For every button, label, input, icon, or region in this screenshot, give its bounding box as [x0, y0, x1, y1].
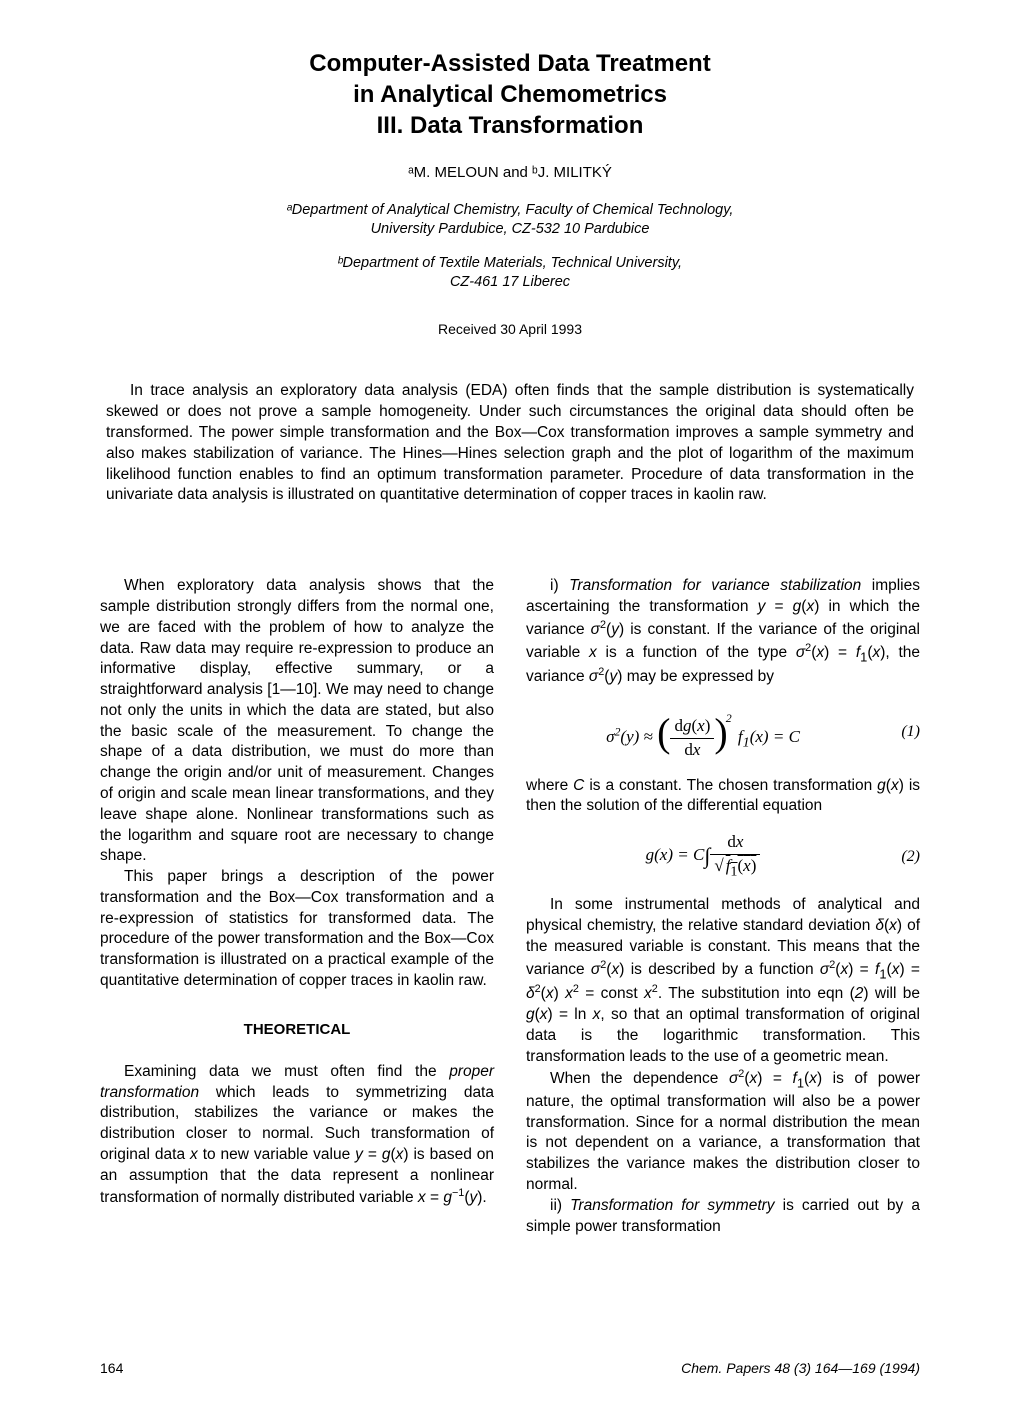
page-footer: 164 Chem. Papers 48 (3) 164—169 (1994)	[100, 1360, 920, 1376]
received-date: Received 30 April 1993	[100, 321, 920, 337]
dependence-para: When the dependence σ2(x) = f1(x) is of …	[526, 1067, 920, 1195]
instrumental-para: In some instrumental methods of analytic…	[526, 895, 920, 1067]
abstract-paragraph: In trace analysis an exploratory data an…	[106, 381, 914, 507]
symmetry-para: ii) Transformation for symmetry is carri…	[526, 1196, 920, 1238]
title-line-2: in Analytical Chemometrics	[353, 81, 667, 108]
right-column: i) Transformation for variance stabiliza…	[526, 576, 920, 1237]
journal-citation: Chem. Papers 48 (3) 164—169 (1994)	[681, 1360, 920, 1376]
affil-a-line-2: University Pardubice, CZ-532 10 Pardubic…	[371, 221, 650, 237]
equation-2: g(x) = C∫dx√f1(x) (2)	[526, 831, 920, 881]
equation-1-number: (1)	[880, 721, 920, 742]
theoretical-para-1: Examining data we must often find the pr…	[100, 1062, 494, 1210]
variance-para-2: where C is a constant. The chosen transf…	[526, 776, 920, 818]
affil-b-line-1: ᵇDepartment of Textile Materials, Techni…	[338, 255, 682, 271]
section-heading-theoretical: THEORETICAL	[100, 1020, 494, 1040]
affiliation-a: ᵃDepartment of Analytical Chemistry, Fac…	[100, 201, 920, 240]
left-column: When exploratory data analysis shows tha…	[100, 576, 494, 1237]
authors-text: ᵃM. MELOUN and ᵇJ. MILITKÝ	[408, 164, 612, 181]
equation-1: σ2(y) ≈ (dg(x)dx)2 f1(x) = C (1)	[526, 702, 920, 761]
affiliation-b: ᵇDepartment of Textile Materials, Techni…	[100, 254, 920, 293]
affil-a-line-1: ᵃDepartment of Analytical Chemistry, Fac…	[287, 202, 734, 218]
title-line-1: Computer-Assisted Data Treatment	[309, 50, 710, 77]
paper-title: Computer-Assisted Data Treatment in Anal…	[100, 48, 920, 142]
variance-para-1: i) Transformation for variance stabiliza…	[526, 576, 920, 688]
affil-b-line-2: CZ-461 17 Liberec	[450, 274, 570, 290]
equation-2-number: (2)	[880, 846, 920, 867]
page-number: 164	[100, 1360, 123, 1376]
title-line-3: III. Data Transformation	[377, 112, 644, 139]
intro-para-1: When exploratory data analysis shows tha…	[100, 576, 494, 867]
authors-line: ᵃM. MELOUN and ᵇJ. MILITKÝ	[100, 164, 920, 181]
intro-para-2: This paper brings a description of the p…	[100, 867, 494, 992]
